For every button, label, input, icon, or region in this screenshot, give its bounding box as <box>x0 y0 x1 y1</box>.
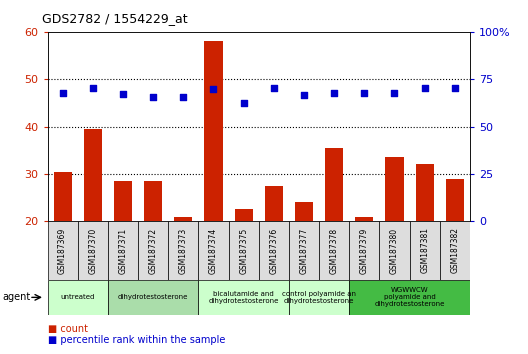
Text: GSM187377: GSM187377 <box>299 227 308 274</box>
Text: GSM187369: GSM187369 <box>58 227 67 274</box>
Text: control polyamide an
dihydrotestosterone: control polyamide an dihydrotestosterone <box>282 291 356 304</box>
Bar <box>319 221 349 280</box>
Point <box>179 95 187 100</box>
Bar <box>349 221 380 280</box>
Bar <box>385 157 403 316</box>
Point <box>330 91 338 96</box>
Text: WGWWCW
polyamide and
dihydrotestosterone: WGWWCW polyamide and dihydrotestosterone <box>374 287 445 307</box>
Text: GSM187372: GSM187372 <box>148 227 158 274</box>
Bar <box>440 221 470 280</box>
Bar <box>84 129 102 316</box>
Text: GSM187370: GSM187370 <box>88 227 97 274</box>
Bar <box>349 280 470 315</box>
Bar <box>114 181 132 316</box>
Bar <box>234 210 253 316</box>
Bar <box>295 202 313 316</box>
Bar <box>174 217 192 316</box>
Bar <box>229 221 259 280</box>
Bar <box>53 172 72 316</box>
Point <box>239 100 248 106</box>
Text: GSM187371: GSM187371 <box>118 227 127 274</box>
Point <box>420 85 429 91</box>
Text: ■ percentile rank within the sample: ■ percentile rank within the sample <box>48 335 225 345</box>
Text: ■ count: ■ count <box>48 324 88 334</box>
Text: GSM187380: GSM187380 <box>390 227 399 274</box>
Bar <box>325 148 343 316</box>
Bar <box>144 181 162 316</box>
Bar <box>48 280 108 315</box>
Point <box>450 85 459 91</box>
Text: GSM187374: GSM187374 <box>209 227 218 274</box>
Bar <box>168 221 199 280</box>
Bar <box>416 164 433 316</box>
Text: GSM187381: GSM187381 <box>420 228 429 273</box>
Bar <box>380 221 410 280</box>
Text: GSM187378: GSM187378 <box>329 227 338 274</box>
Bar <box>410 221 440 280</box>
Point <box>119 92 127 97</box>
Bar <box>199 280 289 315</box>
Point <box>149 95 157 100</box>
Bar <box>138 221 168 280</box>
Bar <box>199 221 229 280</box>
Text: GSM187375: GSM187375 <box>239 227 248 274</box>
Bar <box>78 221 108 280</box>
Point <box>390 91 399 96</box>
Text: untreated: untreated <box>61 295 95 300</box>
Point <box>209 86 218 92</box>
Point <box>270 85 278 91</box>
Bar <box>355 217 373 316</box>
Bar <box>289 280 349 315</box>
Point <box>360 91 369 96</box>
Bar <box>259 221 289 280</box>
Text: dihydrotestosterone: dihydrotestosterone <box>118 295 188 300</box>
Text: bicalutamide and
dihydrotestosterone: bicalutamide and dihydrotestosterone <box>209 291 279 304</box>
Text: GSM187379: GSM187379 <box>360 227 369 274</box>
Point <box>59 91 67 96</box>
Bar <box>204 41 222 316</box>
Text: GDS2782 / 1554229_at: GDS2782 / 1554229_at <box>42 12 188 25</box>
Bar <box>108 221 138 280</box>
Text: GSM187376: GSM187376 <box>269 227 278 274</box>
Text: agent: agent <box>3 292 31 302</box>
Point <box>300 92 308 98</box>
Point <box>89 85 97 91</box>
Text: GSM187373: GSM187373 <box>179 227 188 274</box>
Bar <box>265 186 283 316</box>
Bar <box>446 179 464 316</box>
Bar <box>108 280 199 315</box>
Text: GSM187382: GSM187382 <box>450 228 459 273</box>
Bar <box>289 221 319 280</box>
Bar <box>48 221 78 280</box>
